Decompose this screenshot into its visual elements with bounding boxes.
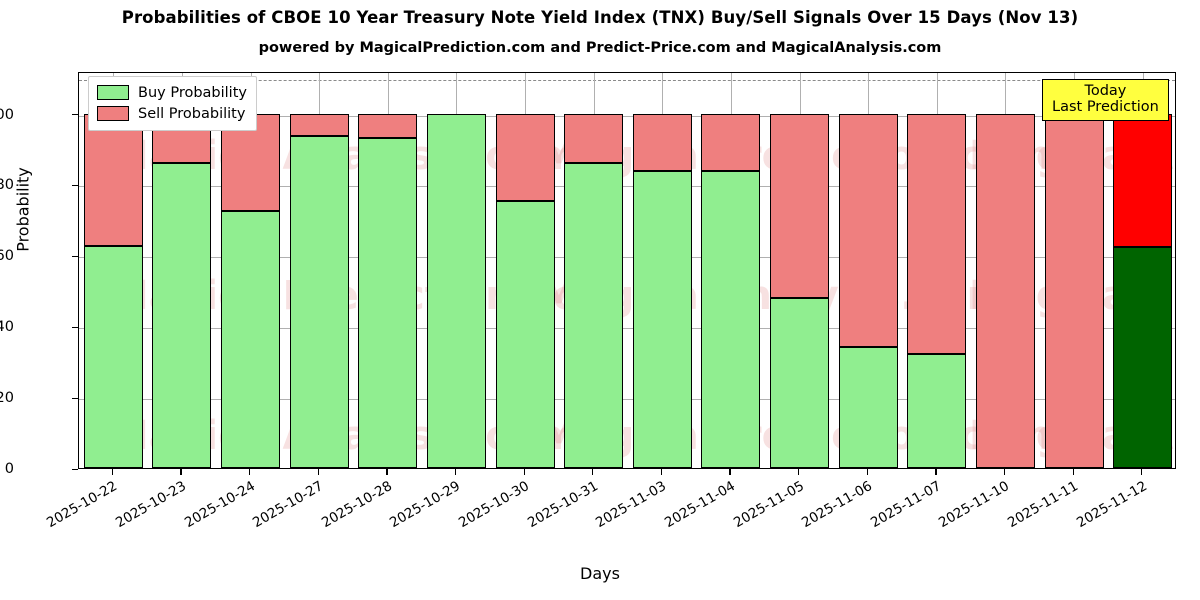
y-axis-tick-label: 0 — [4, 461, 14, 477]
bar-group[interactable] — [221, 73, 281, 468]
legend-label-buy: Buy Probability — [138, 84, 247, 101]
bar-segment-sell[interactable] — [289, 113, 349, 137]
x-axis-label: Days — [580, 564, 620, 583]
bar-segment-sell[interactable] — [701, 113, 761, 172]
x-axis-tick-mark — [317, 469, 319, 475]
bar-segment-sell[interactable] — [564, 113, 624, 163]
grid-line-horizontal — [79, 186, 1175, 188]
bar-segment-sell[interactable] — [1044, 113, 1104, 468]
x-axis-tick-mark — [592, 469, 594, 475]
chart-legend: Buy Probability Sell Probability — [88, 76, 257, 131]
bar-segment-buy[interactable] — [152, 162, 212, 468]
bar-segment-sell[interactable] — [1113, 113, 1173, 247]
bar-group[interactable] — [564, 73, 624, 468]
y-axis-tick-label: 40 — [0, 319, 14, 336]
x-axis-tick-mark — [660, 469, 663, 475]
bar-group[interactable] — [701, 73, 761, 468]
x-axis-tick-mark — [866, 469, 868, 475]
x-axis-tick-mark — [454, 469, 457, 475]
grid-line-horizontal — [79, 257, 1175, 259]
y-axis-tick-label: 60 — [0, 248, 14, 265]
y-axis-tick-mark — [72, 326, 78, 328]
bar-group[interactable] — [426, 73, 486, 468]
bar-segment-sell[interactable] — [632, 113, 692, 172]
bar-segment-buy[interactable] — [221, 211, 281, 468]
chart-title: Probabilities of CBOE 10 Year Treasury N… — [121, 8, 1079, 27]
x-axis-tick-mark — [386, 469, 388, 475]
x-axis-tick-mark — [249, 469, 251, 475]
x-axis-tick-mark — [111, 469, 114, 475]
x-axis-tick-mark — [523, 469, 525, 475]
bar-group[interactable] — [83, 73, 143, 468]
y-axis-tick-label: 20 — [0, 390, 14, 407]
legend-item-buy[interactable]: Buy Probability — [97, 82, 247, 103]
plot-area: MagicalAnalysis.comMagicalPrediction.com… — [78, 72, 1176, 469]
annotation-line-2: Last Prediction — [1052, 99, 1159, 116]
bar-group[interactable] — [975, 73, 1035, 468]
bar-segment-sell[interactable] — [495, 113, 555, 201]
today-annotation: Today Last Prediction — [1042, 79, 1169, 122]
y-axis-tick-label: 100 — [0, 106, 14, 123]
x-axis-tick-mark — [180, 469, 182, 475]
x-axis-tick-mark — [1003, 469, 1006, 475]
annotation-line-1: Today — [1084, 83, 1127, 99]
bar-segment-buy[interactable] — [358, 138, 418, 468]
bar-group[interactable] — [152, 73, 212, 468]
bar-segment-buy[interactable] — [495, 200, 555, 468]
x-axis-tick-mark — [729, 469, 731, 475]
bar-group[interactable] — [770, 73, 830, 468]
bar-segment-buy[interactable] — [83, 246, 143, 468]
bar-segment-sell[interactable] — [907, 113, 967, 354]
bars-layer — [79, 73, 1175, 468]
y-axis-tick-mark — [72, 397, 78, 399]
bar-segment-sell[interactable] — [83, 113, 143, 247]
bar-group[interactable] — [907, 73, 967, 468]
y-axis-tick-mark — [72, 255, 78, 258]
legend-swatch-buy — [97, 85, 129, 100]
x-axis-tick-mark — [1072, 469, 1074, 475]
y-axis-tick-mark — [72, 468, 78, 470]
bar-segment-buy[interactable] — [701, 171, 761, 468]
bar-group[interactable] — [1044, 73, 1104, 468]
bar-segment-buy[interactable] — [564, 162, 624, 468]
x-axis-tick-mark — [798, 469, 800, 475]
legend-label-sell: Sell Probability — [138, 105, 246, 122]
bar-segment-sell[interactable] — [770, 113, 830, 299]
bar-group[interactable] — [838, 73, 898, 468]
bar-segment-buy[interactable] — [289, 136, 349, 468]
grid-line-horizontal — [79, 399, 1175, 401]
y-axis-tick-label: 80 — [0, 177, 14, 194]
bar-segment-buy[interactable] — [1113, 246, 1173, 468]
bar-segment-sell[interactable] — [358, 113, 418, 139]
bar-segment-buy[interactable] — [770, 298, 830, 468]
bar-group[interactable] — [289, 73, 349, 468]
bar-segment-buy[interactable] — [632, 171, 692, 468]
grid-line-horizontal — [79, 328, 1175, 330]
bar-segment-sell[interactable] — [838, 113, 898, 348]
bar-segment-buy[interactable] — [838, 347, 898, 468]
y-axis-tick-mark — [72, 184, 78, 187]
bar-segment-buy[interactable] — [426, 113, 486, 468]
grid-line-horizontal — [79, 115, 1175, 117]
x-axis-tick-mark — [1141, 469, 1143, 475]
y-axis-tick-mark — [72, 114, 78, 116]
chart-subtitle: powered by MagicalPrediction.com and Pre… — [258, 40, 942, 56]
x-axis-tick-mark — [935, 469, 937, 475]
reference-dashed-line — [79, 80, 1175, 82]
bar-group[interactable] — [495, 73, 555, 468]
y-axis-label: Probability — [13, 167, 33, 252]
legend-item-sell[interactable]: Sell Probability — [97, 103, 247, 124]
bar-segment-buy[interactable] — [907, 353, 967, 468]
bar-group[interactable] — [632, 73, 692, 468]
bar-segment-sell[interactable] — [975, 113, 1035, 468]
bar-group[interactable] — [358, 73, 418, 468]
bar-group[interactable] — [1113, 73, 1173, 468]
legend-swatch-sell — [97, 106, 129, 121]
